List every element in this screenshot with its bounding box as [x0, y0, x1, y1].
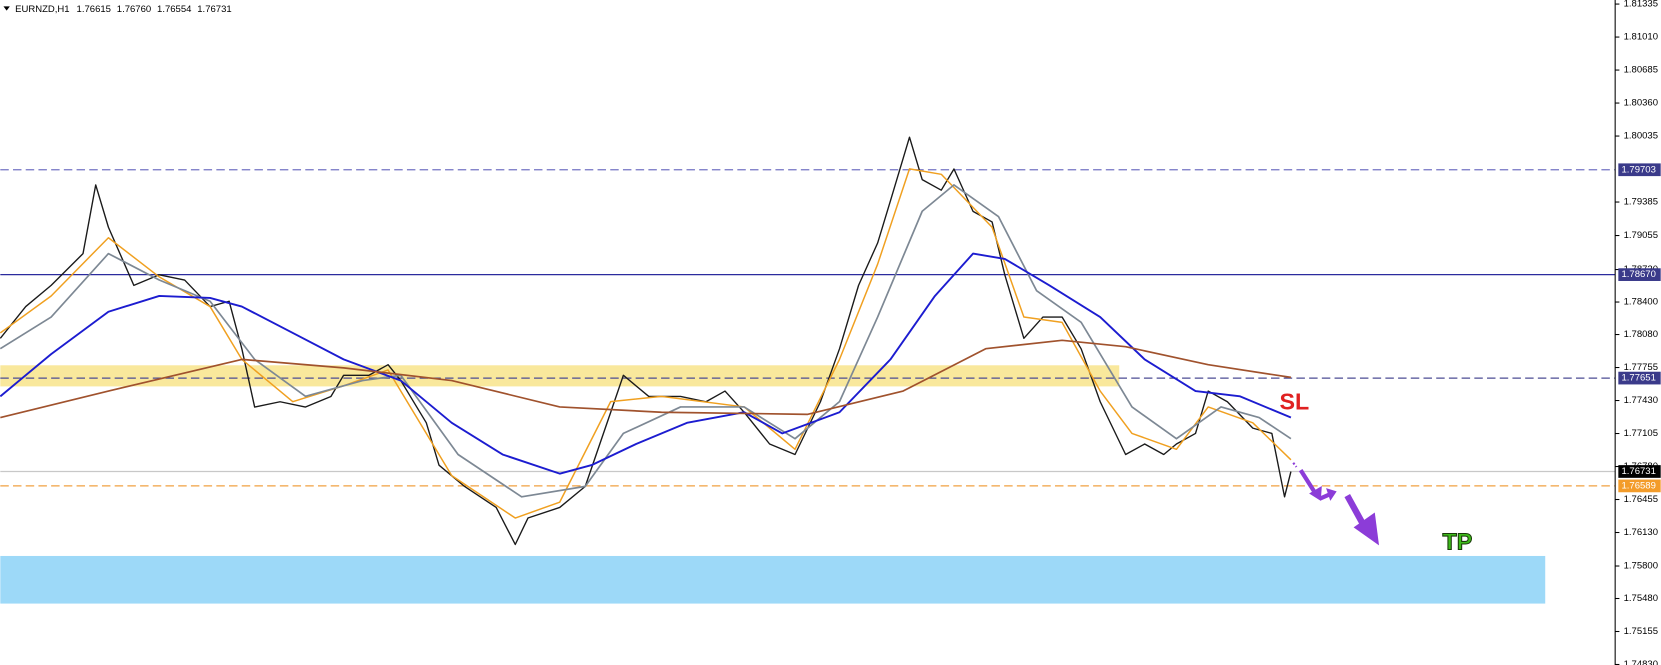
- arrow-shaft: [1318, 492, 1331, 501]
- y-tick-label: 1.78400: [1624, 297, 1658, 308]
- level-label-box: [1618, 479, 1661, 493]
- zone: [0, 555, 1546, 604]
- series-line: [0, 252, 1292, 475]
- y-tick-label: 1.77755: [1624, 362, 1658, 373]
- level-label: 1.76589: [1622, 480, 1656, 491]
- ohlc-value: 1.76760: [117, 4, 151, 15]
- series-line: [0, 339, 1292, 419]
- y-tick-label: 1.75155: [1624, 626, 1658, 637]
- arrow-shaft: [1344, 494, 1367, 528]
- ohlc-values: 1.76615 1.76760 1.76554 1.76731: [77, 4, 232, 15]
- y-tick-label: 1.81010: [1624, 32, 1658, 43]
- series-line: [0, 184, 1292, 498]
- sl-annotation: SL: [1279, 389, 1309, 415]
- menu-triangle[interactable]: [3, 6, 10, 11]
- level-label: 1.77651: [1622, 373, 1656, 384]
- levels: [0, 169, 1616, 487]
- tp-annotation: TP: [1443, 528, 1473, 554]
- y-tick-label: 1.76130: [1624, 527, 1658, 538]
- y-tick-label: 1.79055: [1624, 230, 1658, 241]
- level-label: 1.79703: [1622, 164, 1656, 175]
- level-label: 1.78670: [1622, 269, 1656, 280]
- projection-arrows: [1292, 462, 1380, 546]
- y-tick-label: 1.76455: [1624, 494, 1658, 505]
- level-label: 1.76731: [1622, 466, 1656, 477]
- y-tick-label: 1.77105: [1624, 428, 1658, 439]
- symbol: EURNZD,H1: [15, 4, 69, 15]
- level-label-box: [1618, 268, 1661, 281]
- y-tick-label: 1.75480: [1624, 593, 1658, 604]
- arrow-stub: [1292, 462, 1298, 468]
- y-tick-label: 1.74830: [1624, 659, 1658, 665]
- y-tick-label: 1.75800: [1624, 561, 1658, 572]
- arrow-head: [1326, 488, 1337, 501]
- ohlc-value: 1.76731: [197, 4, 231, 15]
- zones: [0, 365, 1546, 604]
- level-labels: 1.79703 1.78670 1.77651 1.76731 1.76589: [1618, 163, 1661, 493]
- level-label-box: [1618, 371, 1661, 385]
- zone: [0, 365, 1120, 387]
- series: [0, 136, 1292, 546]
- level-label-box: [1618, 465, 1661, 478]
- y-tick-label: 1.80685: [1624, 65, 1658, 76]
- arrow-head: [1353, 512, 1380, 546]
- y-tick-label: 1.81335: [1624, 0, 1658, 10]
- y-tick-label: 1.78080: [1624, 329, 1658, 340]
- arrow-shaft: [1298, 469, 1318, 495]
- y-tick-label: 1.80035: [1624, 131, 1658, 142]
- y-tick-label: 1.80360: [1624, 98, 1658, 109]
- ohlc-value: 1.76615: [77, 4, 111, 15]
- price-axis: 1.81335 1.81010 1.80685 1.80360 1.80035 1.793…: [1615, 0, 1658, 665]
- y-tick-label: 1.79385: [1624, 197, 1658, 208]
- ohlc-value: 1.76554: [157, 4, 192, 15]
- arrow-head: [1309, 486, 1322, 501]
- y-tick-label: 1.77430: [1624, 395, 1658, 406]
- level-label-box: [1618, 163, 1661, 177]
